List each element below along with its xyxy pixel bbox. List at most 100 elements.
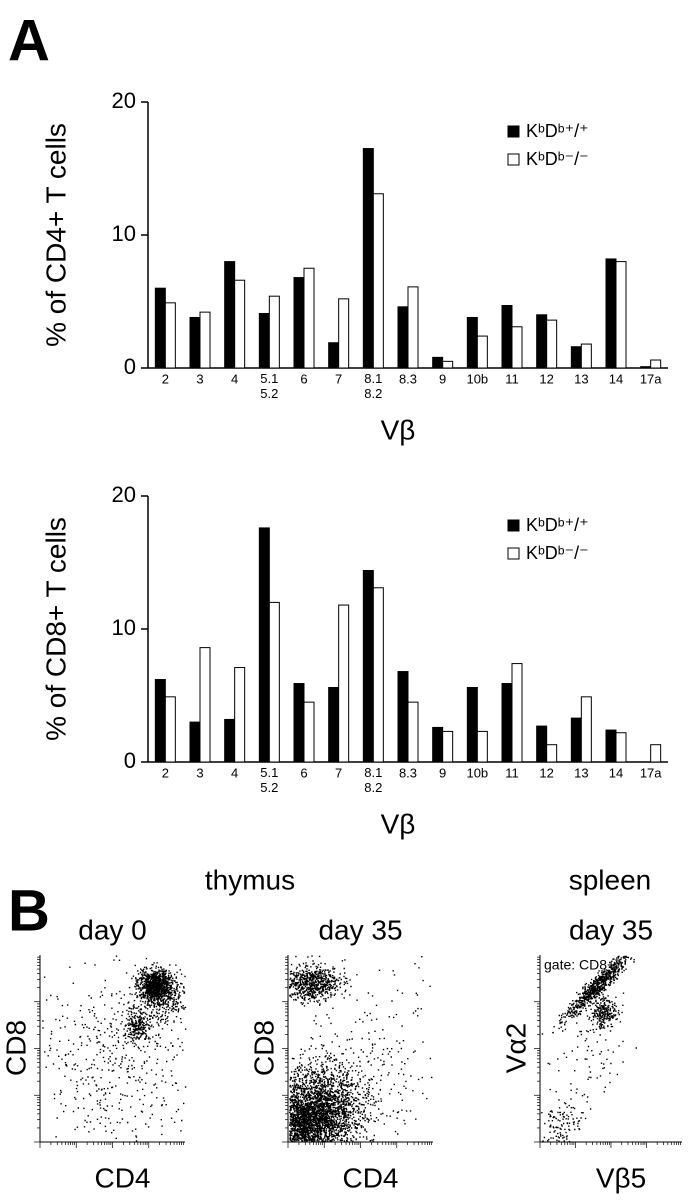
y-tick-label: 10 bbox=[112, 221, 136, 246]
x-tick-label: 11 bbox=[505, 371, 519, 386]
plot-y-label: CD8 bbox=[0, 1020, 31, 1076]
plot-x-label: CD4 bbox=[342, 1162, 398, 1193]
x-tick-label: 12 bbox=[539, 765, 553, 780]
gate-label: gate: CD8+ bbox=[544, 957, 615, 973]
dots bbox=[289, 955, 433, 1143]
bar bbox=[338, 298, 350, 369]
bar bbox=[442, 360, 454, 369]
legend-label: KᵇDᵇ⁻/⁻ bbox=[526, 543, 589, 563]
flow-plot bbox=[534, 955, 682, 1148]
legend-swatch bbox=[507, 519, 520, 532]
bar bbox=[268, 601, 280, 763]
x-tick-label: 8.1 8.2 bbox=[364, 371, 382, 401]
x-tick-label: 8.3 bbox=[399, 371, 417, 386]
legend-label: KᵇDᵇ⁻/⁻ bbox=[526, 149, 589, 169]
legend-swatch bbox=[507, 153, 520, 166]
x-tick-label: 9 bbox=[439, 765, 446, 780]
plot-y-label: CD8 bbox=[248, 1020, 279, 1076]
bar bbox=[224, 718, 236, 763]
x-tick-label: 17a bbox=[640, 765, 662, 780]
bar bbox=[293, 683, 305, 763]
bar bbox=[154, 679, 166, 763]
bar bbox=[466, 316, 478, 369]
x-tick-label: 10b bbox=[466, 371, 488, 386]
bar bbox=[362, 569, 374, 763]
bar bbox=[546, 744, 558, 763]
bar bbox=[570, 717, 582, 763]
flow-plot bbox=[34, 955, 187, 1148]
x-tick-label: 4 bbox=[231, 765, 238, 780]
legend-label: KᵇDᵇ⁺/⁺ bbox=[526, 121, 589, 141]
x-axis-title: Vβ bbox=[381, 414, 416, 445]
x-tick-label: 3 bbox=[196, 765, 203, 780]
legend-swatch bbox=[507, 125, 520, 138]
x-tick-label: 2 bbox=[162, 371, 169, 386]
panel-label: A bbox=[8, 8, 50, 73]
y-tick-label: 20 bbox=[112, 482, 136, 507]
bar bbox=[536, 314, 548, 369]
bar bbox=[397, 306, 409, 369]
bar bbox=[407, 701, 419, 763]
x-tick-label: 4 bbox=[231, 371, 238, 386]
bar bbox=[397, 671, 409, 763]
bar bbox=[328, 687, 340, 763]
plot-x-label: CD4 bbox=[94, 1162, 150, 1193]
x-tick-label: 17a bbox=[640, 371, 662, 386]
bar bbox=[605, 729, 617, 763]
plot-title: day 35 bbox=[318, 914, 402, 945]
bar bbox=[407, 286, 419, 369]
x-tick-label: 5.1 5.2 bbox=[260, 371, 278, 401]
dots bbox=[42, 955, 187, 1142]
x-tick-label: 10b bbox=[466, 765, 488, 780]
panel-label: B bbox=[8, 878, 50, 943]
bar bbox=[476, 335, 488, 369]
group-label: thymus bbox=[205, 864, 295, 895]
x-tick-label: 8.1 8.2 bbox=[364, 765, 382, 795]
bar bbox=[615, 732, 627, 763]
flow-plot bbox=[282, 955, 433, 1148]
x-tick-label: 5.1 5.2 bbox=[260, 765, 278, 795]
x-tick-label: 7 bbox=[335, 765, 342, 780]
plot-title: day 0 bbox=[78, 914, 147, 945]
bar bbox=[164, 302, 176, 369]
bar bbox=[189, 316, 201, 369]
x-tick-label: 13 bbox=[574, 371, 588, 386]
bar bbox=[511, 663, 523, 763]
bar bbox=[501, 304, 513, 369]
bar bbox=[328, 342, 340, 369]
legend-label: KᵇDᵇ⁺/⁺ bbox=[526, 515, 589, 535]
bar bbox=[615, 261, 627, 369]
plot-x-label: Vβ5 bbox=[596, 1162, 646, 1193]
bar bbox=[546, 319, 558, 369]
bar bbox=[362, 148, 374, 369]
bar bbox=[640, 366, 652, 369]
legend-swatch bbox=[507, 547, 520, 560]
bar bbox=[511, 326, 523, 369]
plot-y-label: Vα2 bbox=[500, 1023, 531, 1073]
x-tick-label: 13 bbox=[574, 765, 588, 780]
bar bbox=[466, 687, 478, 763]
y-tick-label: 0 bbox=[124, 748, 136, 773]
x-axis-title: Vβ bbox=[381, 808, 416, 839]
bar bbox=[199, 647, 211, 763]
bar bbox=[224, 261, 236, 369]
y-axis-title: % of CD8+ T cells bbox=[40, 517, 71, 741]
bar bbox=[570, 346, 582, 369]
x-tick-label: 3 bbox=[196, 371, 203, 386]
bar bbox=[189, 721, 201, 763]
x-tick-label: 7 bbox=[335, 371, 342, 386]
plot-title: day 35 bbox=[569, 914, 653, 945]
x-tick-label: 14 bbox=[609, 371, 623, 386]
x-tick-label: 8.3 bbox=[399, 765, 417, 780]
bar bbox=[372, 587, 384, 763]
bar bbox=[650, 744, 662, 763]
bar bbox=[338, 604, 350, 763]
y-axis-title: % of CD4+ T cells bbox=[40, 123, 71, 347]
bar bbox=[234, 667, 246, 763]
x-tick-label: 6 bbox=[300, 765, 307, 780]
bar bbox=[432, 726, 444, 763]
y-tick-label: 10 bbox=[112, 615, 136, 640]
bar bbox=[605, 258, 617, 369]
bar bbox=[199, 311, 211, 369]
